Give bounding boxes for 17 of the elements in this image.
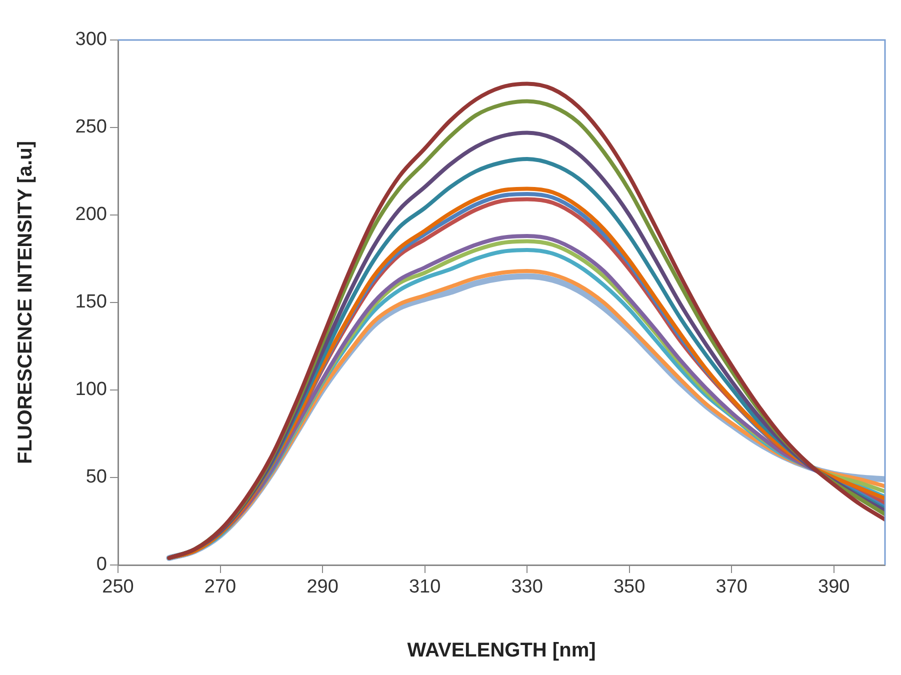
y-axis-title: FLUORESCENCE INTENSITY [a.u] (14, 141, 37, 464)
y-tick-label: 50 (86, 466, 107, 488)
x-tick-label: 350 (613, 576, 646, 598)
x-tick-label: 310 (408, 576, 441, 598)
y-tick-label: 250 (75, 116, 107, 138)
x-tick-label: 270 (204, 576, 236, 598)
x-tick-label: 370 (716, 576, 748, 598)
x-axis-title: WAVELENGTH [nm] (407, 640, 596, 662)
y-tick-label: 100 (75, 379, 107, 400)
x-tick-label: 250 (102, 576, 134, 598)
y-tick-label: 0 (96, 554, 107, 576)
x-tick-label: 390 (818, 576, 850, 598)
y-tick-label: 150 (75, 292, 107, 313)
y-tick-label: 200 (75, 204, 107, 226)
x-tick-label: 330 (511, 576, 543, 598)
y-tick-label: 300 (75, 29, 107, 50)
x-tick-label: 290 (306, 576, 338, 598)
